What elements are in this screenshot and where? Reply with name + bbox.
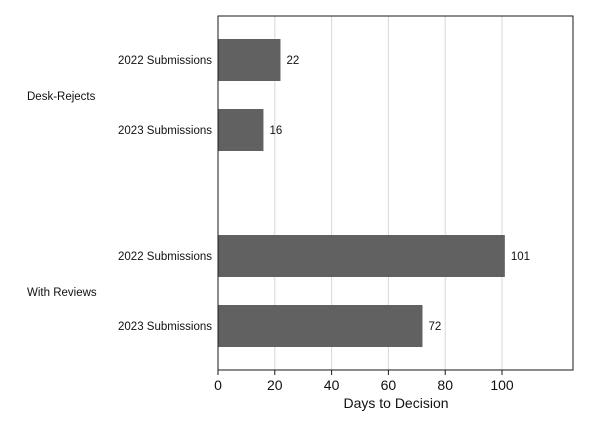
bar	[218, 109, 264, 151]
category-label: 2022 Submissions	[118, 251, 212, 263]
bar	[218, 235, 505, 277]
category-label: 2023 Submissions	[118, 125, 212, 137]
group-label: With Reviews	[27, 287, 97, 299]
data-label: 22	[286, 55, 299, 67]
category-labels: Desk-Rejects 2022 Submissions 22 2023 Submi…	[27, 55, 530, 333]
x-axis-title: Days to Decision	[343, 395, 448, 411]
data-label: 101	[511, 251, 530, 263]
x-tick-label: 80	[437, 377, 453, 393]
x-tick-label: 20	[267, 377, 283, 393]
category-label: 2022 Submissions	[118, 55, 212, 67]
x-tick-label: 40	[324, 377, 340, 393]
data-label: 16	[269, 125, 282, 137]
x-tick-label: 0	[214, 377, 222, 393]
bar	[218, 305, 423, 347]
x-tick-label: 60	[381, 377, 397, 393]
x-tick-label: 100	[490, 377, 514, 393]
x-axis: 0 20 40 60 80 100	[214, 370, 514, 393]
category-label: 2023 Submissions	[118, 321, 212, 333]
data-label: 72	[428, 321, 441, 333]
group-label: Desk-Rejects	[27, 91, 96, 103]
bar	[218, 39, 281, 81]
bars	[218, 39, 505, 347]
plot-frame	[217, 15, 574, 371]
